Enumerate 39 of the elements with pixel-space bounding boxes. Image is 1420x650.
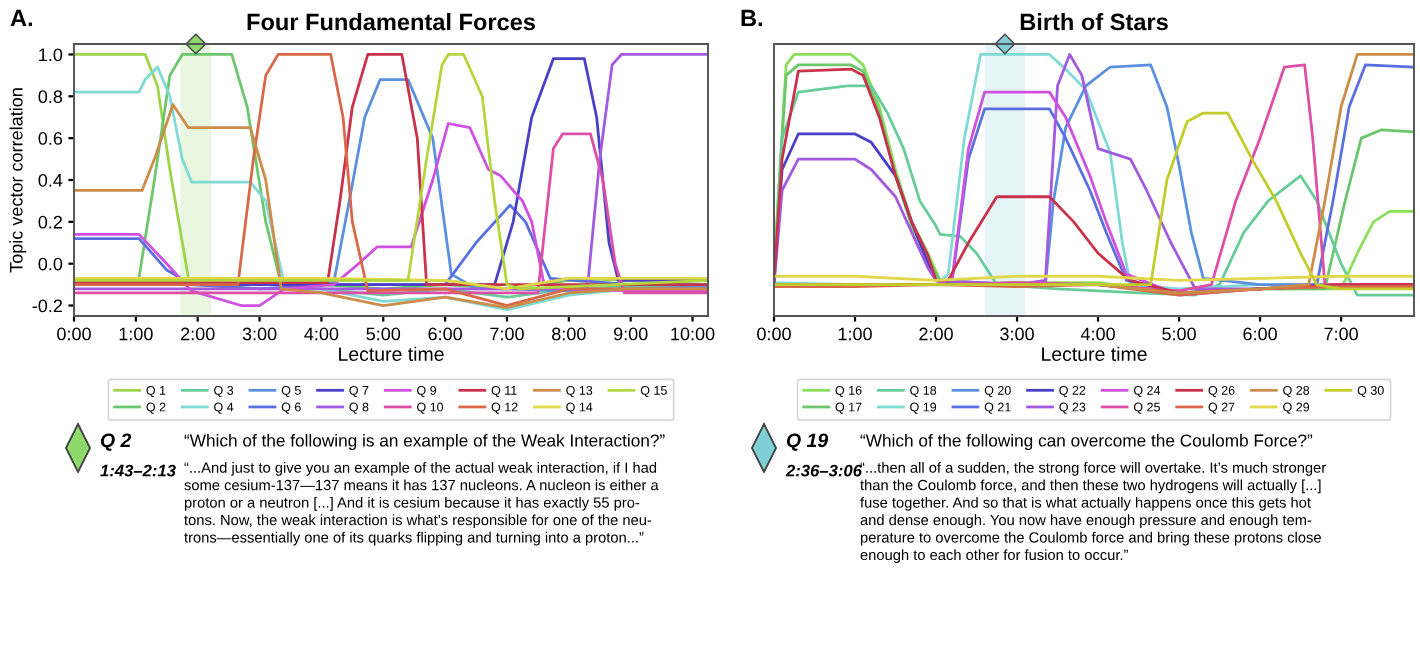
- chart-title: Four Fundamental Forces: [247, 13, 536, 31]
- x-tick-label: 10:00: [671, 327, 715, 341]
- y-tick-label: -0.2: [32, 299, 62, 313]
- x-axis-title: Lecture time: [1042, 346, 1147, 361]
- x-tick-label: 0:00: [757, 327, 791, 341]
- x-tick-label: 4:00: [1080, 327, 1115, 341]
- x-tick-label: 5:00: [366, 327, 401, 341]
- x-tick-label: 0:00: [57, 327, 91, 341]
- text: 2:36–3:06: [785, 464, 863, 477]
- y-tick-label: 1.0: [39, 48, 63, 62]
- x-tick-label: 2:00: [181, 327, 215, 341]
- x-tick-label: 5:00: [1162, 327, 1196, 341]
- y-tick-label: 0.6: [38, 132, 63, 145]
- text: Q 19: [786, 433, 829, 451]
- x-tick-label: 1:00: [119, 327, 153, 341]
- x-tick-label: 2:00: [919, 327, 953, 341]
- chart-title: Birth of Stars: [1020, 13, 1168, 31]
- x-tick-label: 8:00: [552, 327, 586, 341]
- y-tick-label: 0.0: [38, 257, 63, 271]
- x-tick-label: 7:00: [1324, 327, 1358, 341]
- x-tick-label: 6:00: [428, 327, 462, 341]
- y-tick-label: 0.8: [38, 90, 63, 104]
- x-axis-title: Lecture time: [339, 346, 444, 361]
- text: B.: [741, 9, 762, 27]
- y-axis-title: Topic vector correlation: [9, 88, 27, 273]
- x-tick-label: 3:00: [1000, 327, 1034, 341]
- x-tick-label: 6:00: [1243, 327, 1277, 341]
- text: “Which of the following is an example of the Weak Interaction?”: [184, 433, 665, 451]
- text: “Which of the following can overcome the Coulomb Force?”: [860, 433, 1313, 451]
- x-tick-label: 4:00: [304, 327, 339, 341]
- y-tick-label: 0.4: [38, 173, 63, 187]
- text: A.: [10, 9, 32, 27]
- text: 1:43–2:13: [100, 464, 176, 477]
- x-tick-label: 3:00: [242, 327, 277, 341]
- x-tick-label: 9:00: [613, 327, 648, 341]
- x-tick-label: 7:00: [490, 327, 524, 341]
- x-tick-label: 1:00: [838, 327, 872, 341]
- y-tick-label: 0.2: [38, 215, 62, 229]
- text: Q 2: [100, 433, 132, 451]
